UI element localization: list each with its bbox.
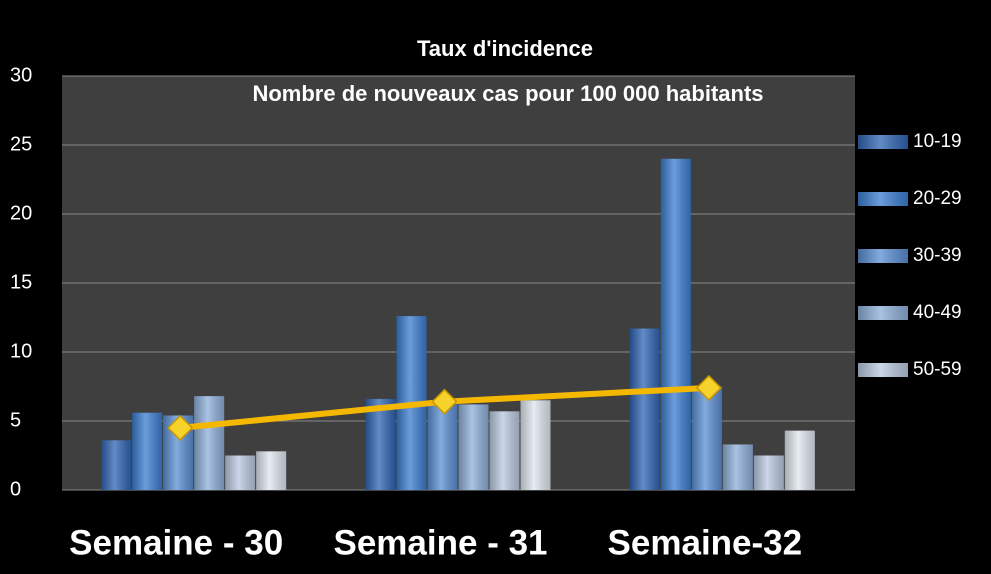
- y-tick-label: 20: [10, 202, 32, 224]
- chart-title: Taux d'incidence: [417, 36, 593, 61]
- bar-shine: [132, 412, 163, 490]
- line-marker: [431, 388, 458, 415]
- y-tick-label: 25: [10, 133, 32, 155]
- bar-shine: [427, 403, 458, 490]
- legend-label: 40-49: [913, 302, 962, 323]
- y-tick-label: 5: [10, 409, 21, 431]
- bar-shine: [520, 400, 551, 490]
- bar-shine: [784, 430, 815, 490]
- line-marker: [167, 414, 194, 441]
- marks: [101, 158, 815, 491]
- bar-shine: [722, 444, 753, 490]
- y-tick-label: 15: [10, 271, 32, 293]
- legend-label: 30-39: [913, 245, 962, 266]
- bar-shine: [256, 451, 287, 490]
- bar-shine: [194, 396, 225, 490]
- x-tick-label: Semaine - 30: [69, 523, 283, 562]
- bar-shine: [691, 386, 722, 490]
- bar-shine: [225, 455, 256, 490]
- bar-shine: [660, 158, 691, 491]
- legend-label: 50-59: [913, 359, 962, 380]
- bar-shine: [365, 398, 396, 490]
- bar-shine: [629, 328, 660, 490]
- bar-shine: [489, 411, 520, 490]
- y-tick-label: 30: [10, 64, 32, 86]
- bar-shine: [458, 404, 489, 490]
- legend-swatch-shine: [858, 135, 908, 149]
- y-tick-label: 0: [10, 478, 21, 500]
- legend-swatch-shine: [858, 306, 908, 320]
- line-marker: [695, 374, 722, 401]
- chart-subtitle: Nombre de nouveaux cas pour 100 000 habi…: [252, 81, 763, 106]
- legend-label: 20-29: [913, 188, 962, 209]
- y-tick-label: 10: [10, 340, 32, 362]
- legend-swatch-shine: [858, 192, 908, 206]
- bar-shine: [753, 455, 784, 490]
- legend-label: 10-19: [913, 131, 962, 152]
- bar-shine: [101, 440, 132, 490]
- x-tick-label: Semaine-32: [608, 523, 803, 562]
- legend-swatch-shine: [858, 363, 908, 377]
- legend-swatch-shine: [858, 249, 908, 263]
- x-tick-label: Semaine - 31: [334, 523, 548, 562]
